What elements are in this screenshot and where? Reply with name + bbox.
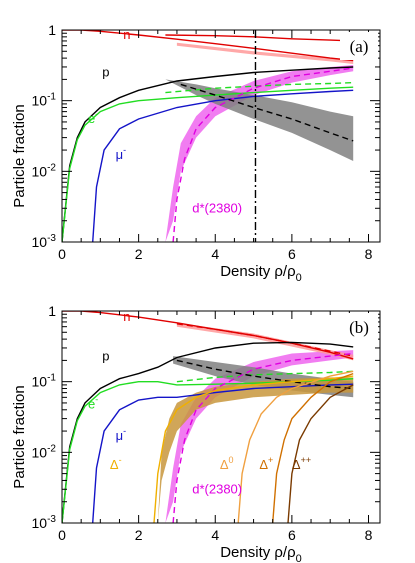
x-tick-label: 4 xyxy=(211,246,219,262)
uncertainty-band xyxy=(157,377,354,523)
series-line xyxy=(287,384,354,523)
plot-frame xyxy=(61,310,381,524)
series-annotation: Δ- xyxy=(110,455,122,472)
uncertainty-band xyxy=(176,322,354,361)
series-annotation: n xyxy=(123,309,130,324)
panel-a: 0 2 4 6 8 10-3 10-2 10-1 1 Density ρ/ρ0 Particle f… xyxy=(11,22,381,284)
series-line xyxy=(153,375,354,523)
series-annotation: e- xyxy=(88,109,98,126)
uncertainty-band xyxy=(176,42,354,64)
y-tick-label: 1 xyxy=(48,22,56,38)
x-tick-label: 4 xyxy=(211,527,219,543)
x-tick-label: 2 xyxy=(135,246,143,262)
series-line xyxy=(165,34,354,42)
series-annotation: d*(2380) xyxy=(192,482,242,497)
x-tick-label: 0 xyxy=(58,527,66,543)
series-line xyxy=(172,352,354,523)
y-tick-label: 10-1 xyxy=(32,92,57,109)
uncertainty-band xyxy=(165,79,354,161)
y-tick-label: 10-2 xyxy=(32,162,57,179)
series-line xyxy=(180,83,354,142)
series-line xyxy=(165,81,354,94)
x-tick-label: 8 xyxy=(365,527,373,543)
series-line xyxy=(176,370,354,383)
series-annotation: e- xyxy=(88,394,98,411)
x-tick-label: 8 xyxy=(365,246,373,262)
series-annotation: p xyxy=(102,348,109,363)
series-annotation: μ- xyxy=(116,145,127,162)
series-line xyxy=(92,383,354,523)
series-annotation: Δ+ xyxy=(259,455,273,472)
panel-label: (a) xyxy=(340,32,378,60)
series-annotation: n xyxy=(123,27,130,42)
panel-b: 0 2 4 6 8 10-3 10-2 10-1 1 Density ρ/ρ0 Particle f… xyxy=(11,303,381,563)
series-annotation: Δ++ xyxy=(292,455,311,472)
series-line xyxy=(62,66,354,242)
series-line xyxy=(62,341,354,523)
y-axis-label: Particle fraction xyxy=(11,385,28,488)
panel-label: (b) xyxy=(340,313,378,341)
series-annotation: d*(2380) xyxy=(192,201,242,216)
x-axis-label: Density ρ/ρ0 xyxy=(220,544,302,563)
series-annotation: p xyxy=(102,64,109,79)
series-line xyxy=(272,372,354,523)
x-tick-label: 6 xyxy=(288,527,296,543)
uncertainty-band xyxy=(165,65,354,242)
y-axis-label: Particle fraction xyxy=(11,104,28,207)
plot-area xyxy=(62,30,354,242)
x-tick-label: 0 xyxy=(58,246,66,262)
series-line xyxy=(172,67,354,242)
series-line xyxy=(237,370,354,523)
x-axis-label: Density ρ/ρ0 xyxy=(220,263,302,284)
series-line xyxy=(62,311,354,360)
svg-text:(b): (b) xyxy=(349,318,369,337)
plot-frame xyxy=(61,29,381,243)
series-annotation: Δ0 xyxy=(220,455,234,472)
series-line xyxy=(176,359,354,390)
y-tick-label: 10-1 xyxy=(32,373,57,390)
series-line xyxy=(92,89,354,242)
y-tick-label: 10-2 xyxy=(32,443,57,460)
plot-area xyxy=(62,311,354,523)
x-tick-label: 6 xyxy=(288,246,296,262)
y-tick-label: 10-3 xyxy=(32,514,57,531)
series-annotation: μ- xyxy=(116,426,127,443)
y-tick-label: 1 xyxy=(48,303,56,319)
series-line xyxy=(176,323,354,357)
series-line xyxy=(62,30,354,62)
y-tick-label: 10-3 xyxy=(32,233,57,250)
x-tick-label: 2 xyxy=(135,527,143,543)
series-line xyxy=(62,86,354,242)
svg-text:(a): (a) xyxy=(350,37,369,56)
